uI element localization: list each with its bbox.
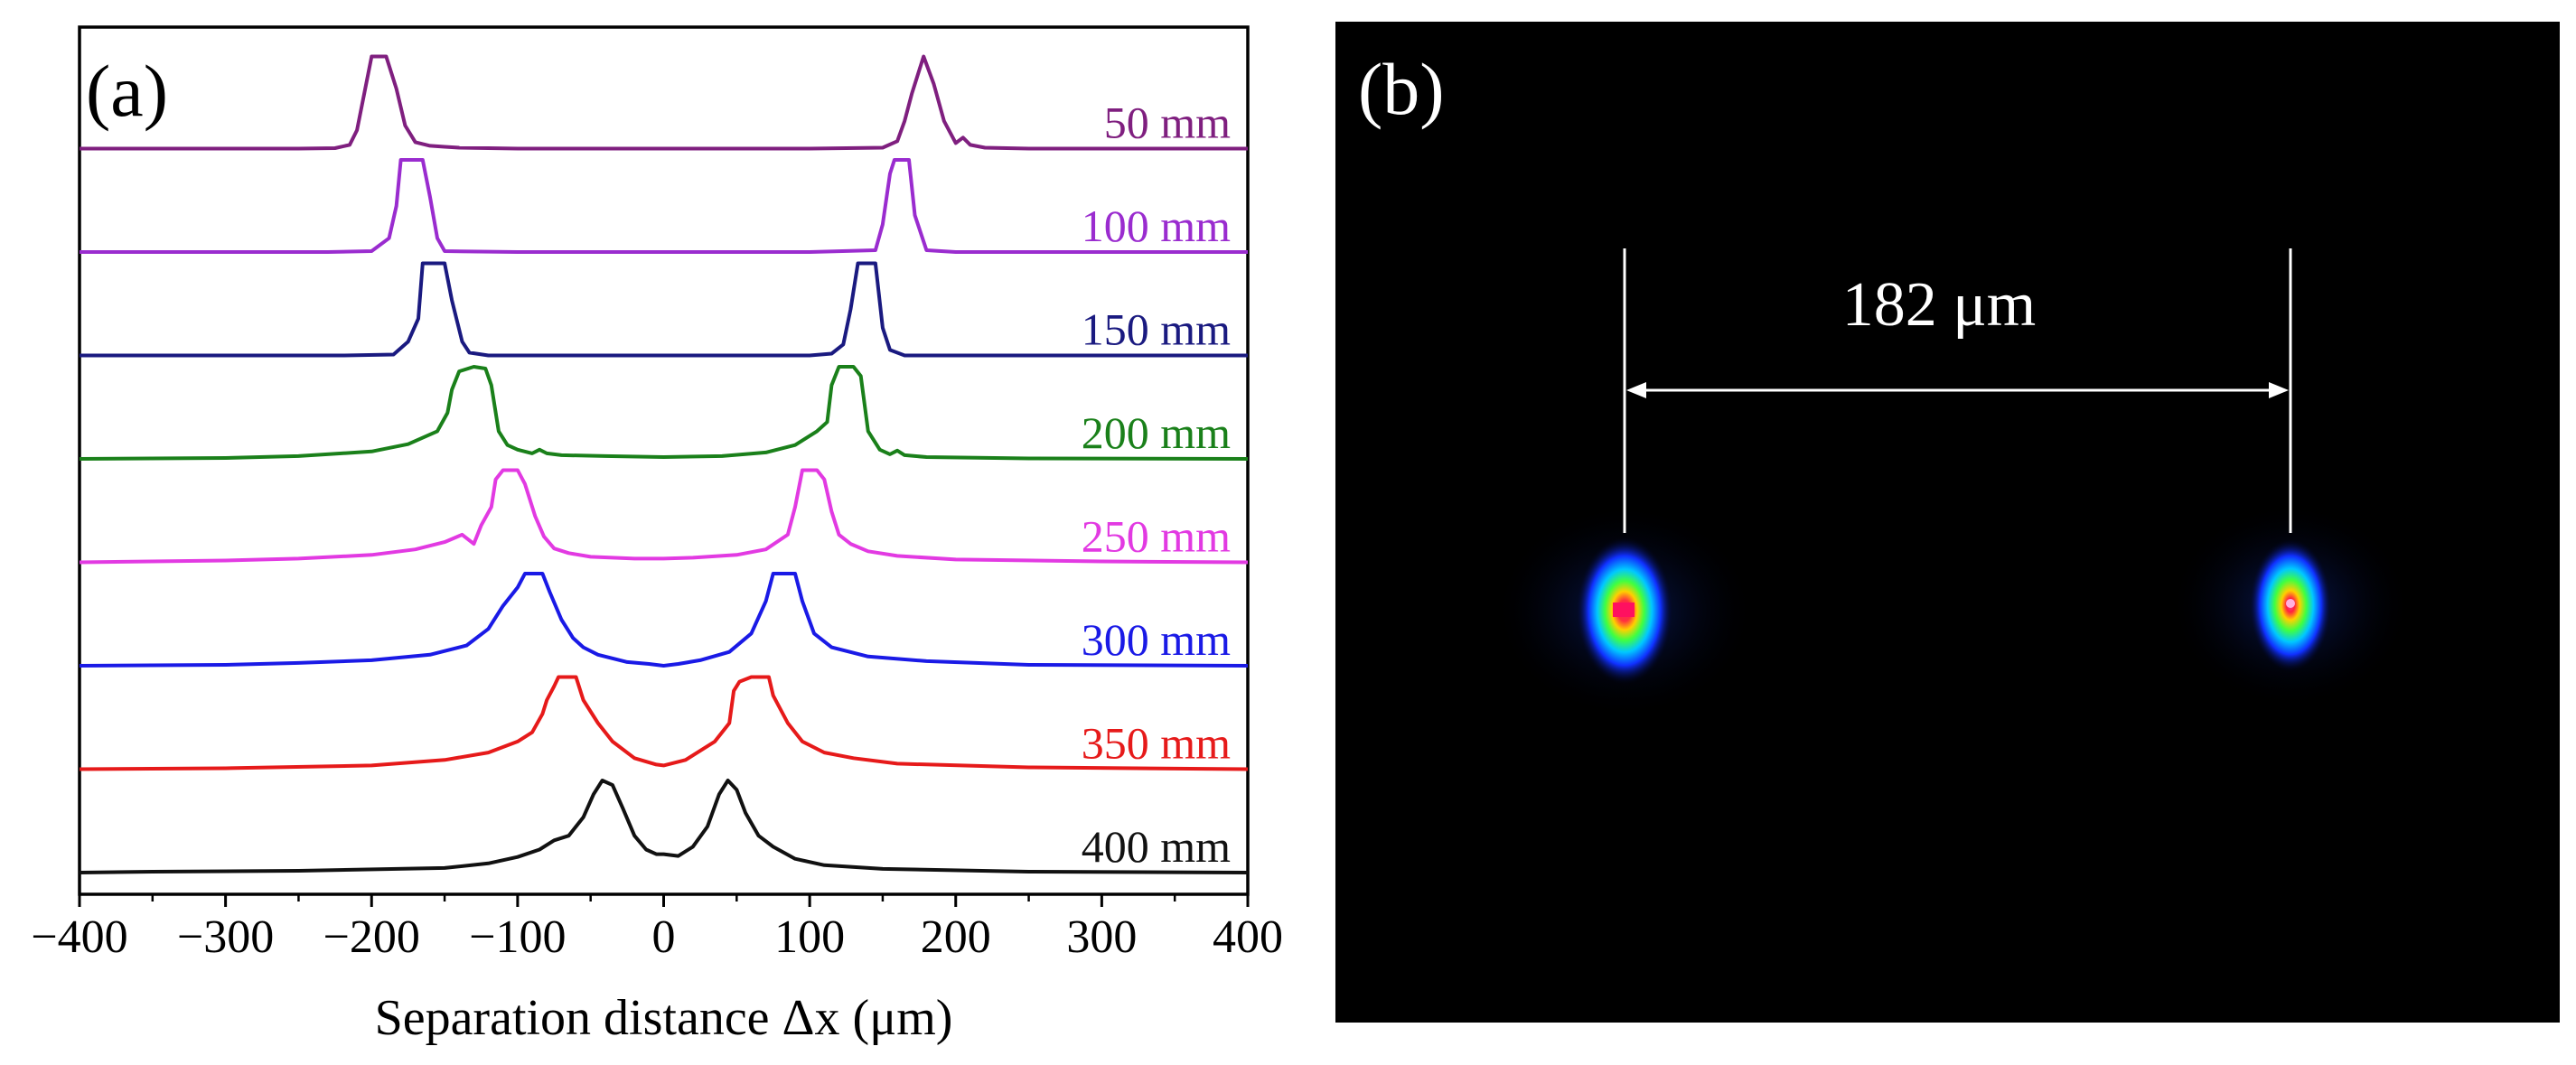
distance-annotation: 182 μm [1842, 270, 2036, 340]
x-axis-label: Separation distance Δx (μm) [375, 990, 953, 1046]
series-label-250-mm: 250 mm [1082, 511, 1231, 562]
series-label-300-mm: 300 mm [1082, 614, 1231, 665]
panel-b-beam-image: (b) 182 μm [1335, 22, 2560, 1023]
x-tick-label: −100 [469, 911, 566, 963]
x-tick-label: 200 [921, 911, 991, 963]
series-line-350-mm [79, 675, 1249, 771]
x-tick-label: −300 [177, 911, 274, 963]
series-line-400-mm [79, 779, 1249, 874]
series-line-150-mm [80, 261, 1248, 358]
series-label-100-mm: 100 mm [1082, 201, 1231, 251]
series-line-100-mm [80, 158, 1248, 254]
image-background [1335, 22, 2560, 1023]
series-line-300-mm [79, 572, 1249, 668]
left-spot-core [1613, 603, 1635, 617]
series-label-350-mm: 350 mm [1082, 718, 1231, 769]
x-tick-label: −200 [323, 911, 420, 963]
x-tick-label: 0 [652, 911, 676, 963]
series-layer: 50 mm 100 mm 150 mm 200 mm 250 mm 300 mm 350 m… [79, 54, 1249, 874]
x-tick-label: 300 [1066, 911, 1137, 963]
series-label-150-mm: 150 mm [1082, 304, 1231, 355]
series-line-200-mm [79, 365, 1249, 461]
x-tick-label: 400 [1213, 911, 1283, 963]
distance-arrow-left-head [1626, 382, 1646, 398]
panel-b-label: (b) [1358, 48, 1445, 130]
x-tick-label: −400 [31, 911, 127, 963]
panel-a-label: (a) [86, 50, 168, 132]
right-spot-core [2286, 599, 2295, 608]
x-axis-ticks: −400 −300 −200 −100 0 100 200 300 400 [31, 894, 1283, 963]
series-label-200-mm: 200 mm [1082, 407, 1231, 458]
distance-arrow-right-head [2269, 382, 2289, 398]
series-line-50-mm [80, 54, 1248, 151]
series-label-50-mm: 50 mm [1104, 98, 1231, 148]
panel-a-line-chart: (a) 50 mm 100 mm 150 mm 200 mm 250 mm 300 mm 3… [31, 25, 1283, 1046]
x-tick-label: 100 [774, 911, 845, 963]
series-line-250-mm [79, 468, 1249, 565]
series-label-400-mm: 400 mm [1082, 821, 1231, 872]
